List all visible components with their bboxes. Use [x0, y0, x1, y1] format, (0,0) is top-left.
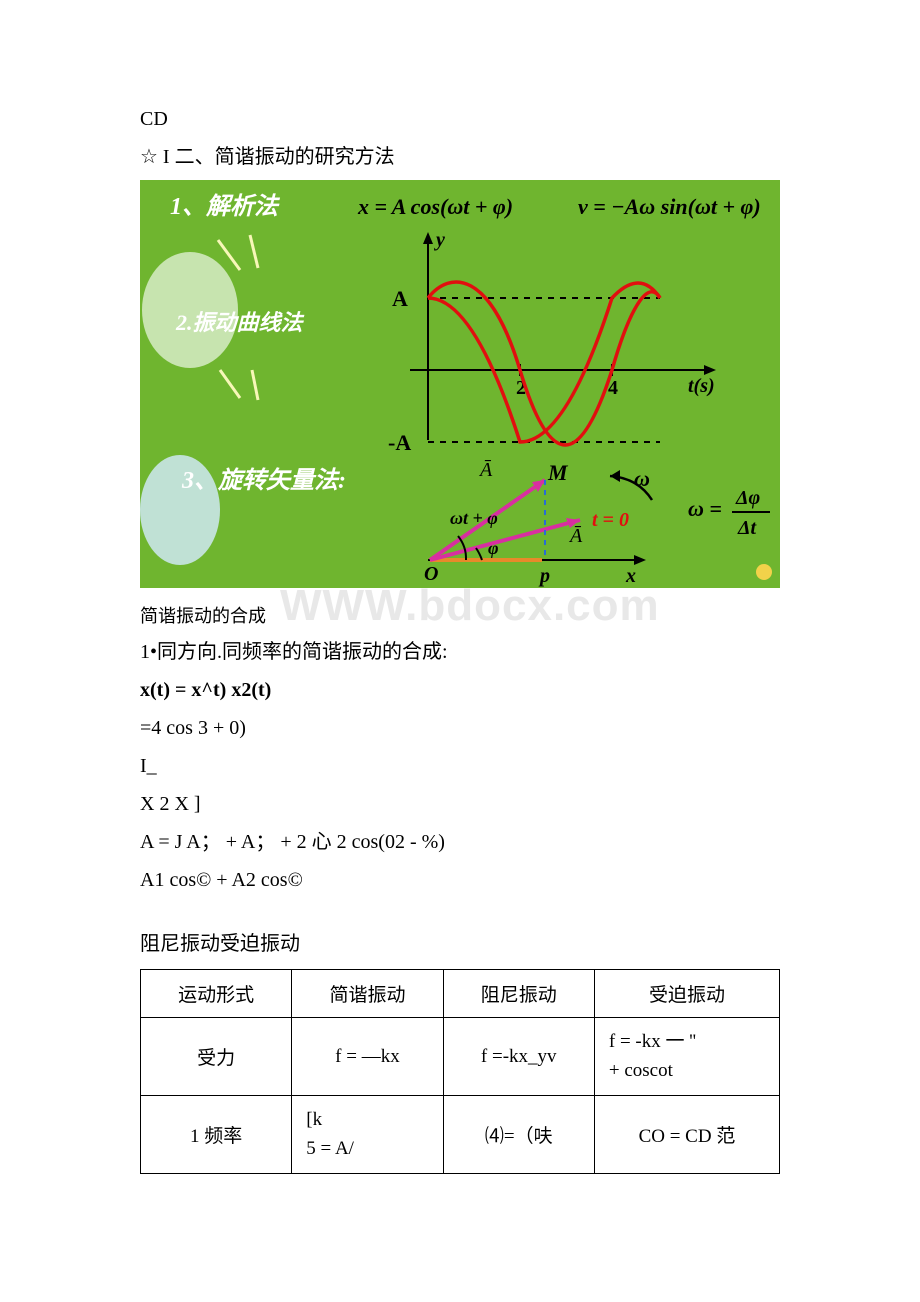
svg-text:x: x [625, 565, 636, 587]
svg-text:Δφ: Δφ [735, 487, 760, 509]
svg-text:ω =: ω = [688, 496, 722, 521]
table-cell: 受力 [141, 1018, 292, 1096]
table-cell: f = -kx 一 '' + coscot [594, 1018, 779, 1096]
svg-text:-A: -A [388, 430, 411, 455]
section-title-methods: ☆ I 二、简谐振动的研究方法 [140, 138, 800, 176]
svg-text:O: O [424, 563, 438, 585]
table-cell: 简谐振动 [292, 970, 443, 1018]
svg-text:x = A cos(ωt + φ): x = A cos(ωt + φ) [357, 194, 513, 219]
fig-item2: 2.振动曲线法 [175, 310, 305, 335]
eq-I: I_ [140, 747, 800, 785]
table-row: 受力 f = —kx f =-kx_yv f = -kx 一 '' + cosc… [141, 1018, 780, 1096]
table-cell: [k 5 = A/ [292, 1096, 443, 1174]
table-row: 运动形式 简谐振动 阻尼振动 受迫振动 [141, 970, 780, 1018]
svg-text:Ā: Ā [478, 459, 493, 481]
table-cell: CO = CD 范 [594, 1096, 779, 1174]
motion-table: 运动形式 简谐振动 阻尼振动 受迫振动 受力 f = —kx f =-kx_yv… [140, 969, 780, 1174]
eq-x2x: X 2 X ] [140, 785, 800, 823]
table-cell: ⑷=（呋 [443, 1096, 594, 1174]
eq-A1: A1 cos© + A2 cos© [140, 861, 800, 899]
table-cell: 受迫振动 [594, 970, 779, 1018]
svg-text:Ā: Ā [568, 525, 583, 547]
eq-4cos: =4 cos 3 + 0) [140, 709, 800, 747]
svg-text:t = 0: t = 0 [592, 509, 629, 531]
methods-figure: 1、解析法 2.振动曲线法 3、旋转矢量法: x = A cos(ωt + φ)… [140, 180, 780, 588]
eq-xt: x(t) = x^t) x2(t) [140, 671, 800, 709]
svg-text:φ: φ [488, 538, 499, 558]
fig-item1: 1、解析法 [170, 193, 281, 220]
svg-text:ωt + φ: ωt + φ [450, 508, 498, 528]
table-cell: f = —kx [292, 1018, 443, 1096]
svg-text:t(s): t(s) [688, 375, 715, 397]
table-cell: f =-kx_yv [443, 1018, 594, 1096]
table-cell: 1 频率 [141, 1096, 292, 1174]
compose-title: 简谐振动的合成 [140, 599, 800, 633]
svg-text:ω: ω [634, 466, 650, 491]
damping-title: 阻尼振动受迫振动 [140, 925, 800, 963]
text-cd: CD [140, 100, 800, 138]
svg-text:M: M [547, 460, 569, 485]
compose-line1: 1•同方向.同频率的简谐振动的合成: [140, 633, 800, 671]
table-cell: 运动形式 [141, 970, 292, 1018]
svg-text:y: y [434, 229, 445, 251]
eq-A: A = J A； + A； + 2 心 2 cos(02 - %) [140, 823, 800, 861]
svg-text:A: A [392, 286, 408, 311]
table-row: 1 频率 [k 5 = A/ ⑷=（呋 CO = CD 范 [141, 1096, 780, 1174]
fig-item3: 3、旋转矢量法: [181, 467, 346, 494]
svg-text:p: p [538, 565, 550, 587]
table-cell: 阻尼振动 [443, 970, 594, 1018]
svg-text:Δt: Δt [737, 517, 758, 539]
svg-text:v = −Aω sin(ωt + φ): v = −Aω sin(ωt + φ) [578, 194, 761, 219]
